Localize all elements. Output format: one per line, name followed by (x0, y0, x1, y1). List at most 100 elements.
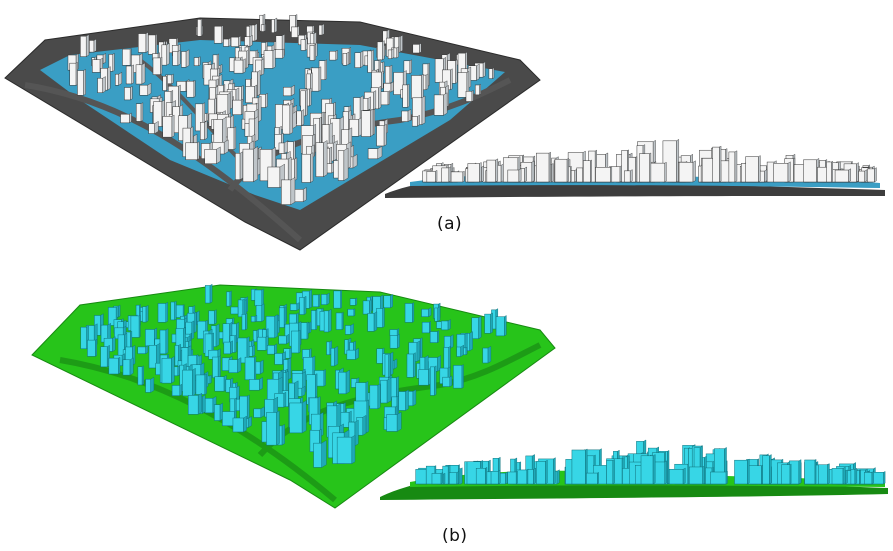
building-block (281, 423, 285, 446)
building-block (223, 139, 229, 155)
building-block (407, 83, 410, 108)
building-block (478, 315, 482, 340)
building-block (321, 439, 327, 468)
building-block (345, 369, 350, 395)
building-block (229, 290, 232, 307)
building-block (276, 410, 280, 446)
building-block (324, 59, 327, 81)
building-block (443, 92, 448, 116)
building-block (341, 311, 344, 330)
building-block (274, 343, 278, 355)
building-block (367, 96, 371, 111)
building-block (171, 114, 175, 138)
building-block (355, 297, 358, 306)
building-block (323, 140, 328, 178)
building-block (475, 468, 486, 485)
building-block (261, 303, 265, 322)
building-block (490, 471, 499, 485)
building-block (301, 400, 307, 434)
building-block (382, 307, 385, 328)
building-block (397, 333, 400, 349)
building-block (112, 336, 116, 352)
building-block (818, 464, 828, 485)
building-block (294, 157, 298, 181)
building-block (490, 312, 493, 334)
building-block (165, 301, 168, 323)
building-block (239, 151, 243, 180)
building-block (313, 43, 316, 61)
building-block (874, 167, 877, 183)
building-block (419, 42, 422, 54)
building-block (254, 355, 257, 381)
building-block (387, 90, 390, 106)
building-block (260, 406, 265, 418)
building-block (241, 98, 244, 116)
building-block (814, 458, 817, 485)
b-building-cluster (80, 283, 507, 468)
building-block (553, 457, 556, 485)
building-block (382, 61, 385, 75)
building-block (243, 415, 247, 433)
building-block (710, 471, 727, 485)
building-block (102, 76, 106, 94)
building-block (247, 416, 252, 428)
building-block (842, 466, 846, 485)
building-block (86, 34, 90, 57)
building-block (204, 120, 208, 140)
building-block (449, 472, 457, 485)
building-block (692, 160, 696, 183)
building-block (798, 459, 802, 485)
building-block (198, 56, 201, 67)
building-block (118, 71, 123, 86)
building-block (343, 402, 346, 414)
building-block (548, 151, 551, 183)
building-block (272, 48, 276, 69)
building-block (315, 309, 318, 330)
building-block (112, 53, 115, 72)
building-block (234, 334, 237, 353)
building-block (228, 37, 231, 47)
building-block (373, 90, 377, 111)
building-block (571, 449, 586, 485)
building-block (296, 302, 300, 311)
building-block (259, 377, 263, 391)
building-block (145, 304, 149, 323)
building-block (667, 450, 670, 485)
building-block (209, 374, 212, 384)
building-block (883, 471, 886, 485)
building-block (301, 385, 306, 397)
building-block (789, 463, 792, 485)
building-block (435, 169, 438, 183)
building-block (431, 473, 442, 485)
building-block (107, 66, 111, 91)
building-block (551, 163, 554, 183)
building-block (688, 466, 703, 485)
building-block (831, 160, 833, 183)
building-block (254, 314, 258, 323)
building-block (318, 66, 322, 92)
building-block (147, 82, 152, 96)
building-block (447, 319, 451, 331)
building-block (536, 461, 546, 485)
building-block (348, 47, 351, 65)
building-block (282, 48, 285, 59)
building-block (545, 459, 548, 485)
building-block (177, 49, 181, 66)
building-block (393, 358, 398, 370)
building-block (597, 471, 599, 485)
building-block (254, 23, 258, 42)
building-block (179, 383, 183, 397)
building-block (606, 460, 614, 485)
building-block (476, 63, 480, 81)
building-block (533, 467, 536, 485)
building-block (335, 49, 338, 61)
building-block (230, 340, 233, 355)
building-block (504, 315, 507, 337)
building-block (848, 168, 851, 183)
building-block (193, 80, 196, 98)
a-side-building-cluster (422, 138, 877, 183)
building-block (301, 109, 305, 126)
building-block (590, 159, 592, 183)
building-block (360, 50, 364, 69)
